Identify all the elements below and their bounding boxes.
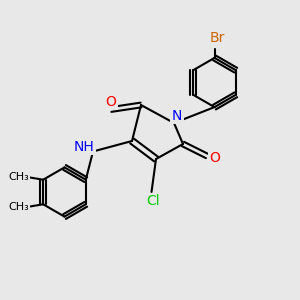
Text: O: O bbox=[106, 95, 116, 109]
Text: NH: NH bbox=[74, 140, 94, 154]
Text: O: O bbox=[209, 151, 220, 164]
Text: Br: Br bbox=[210, 32, 225, 45]
Text: N: N bbox=[172, 109, 182, 122]
Text: Cl: Cl bbox=[146, 194, 160, 208]
Text: CH₃: CH₃ bbox=[8, 172, 29, 182]
Text: CH₃: CH₃ bbox=[8, 202, 29, 212]
